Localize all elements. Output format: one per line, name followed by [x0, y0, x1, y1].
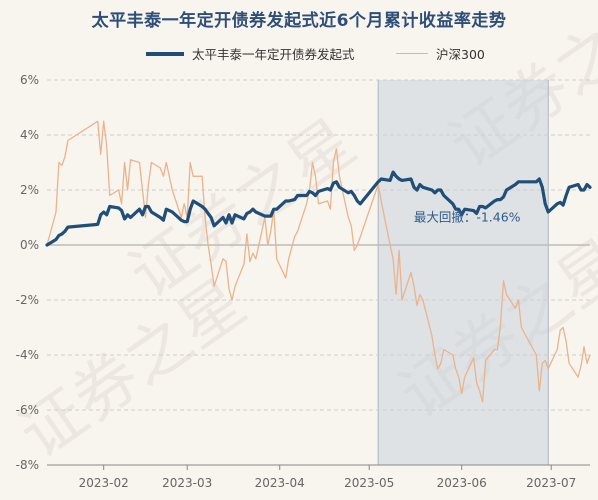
series-line-fund	[45, 170, 592, 247]
grid-lines	[47, 79, 590, 466]
legend-item-fund: 太平丰泰一年定开债券发起式	[146, 44, 355, 63]
watermark-text: 证券之星	[117, 106, 369, 313]
chart-title: 太平丰泰一年定开债券发起式近6个月累计收益率走势	[91, 11, 507, 31]
x-tick-label: 2023-02	[79, 476, 129, 490]
x-tick-label: 2023-05	[344, 476, 394, 490]
y-axis-ticks: 6% 4% 2% 0% -2% -4% -6% -8%	[16, 73, 39, 472]
legend-swatch-csi300	[396, 53, 428, 54]
y-tick-label: -4%	[16, 348, 39, 362]
x-tick-label: 2023-04	[255, 476, 305, 490]
legend: 太平丰泰一年定开债券发起式 沪深300	[0, 44, 598, 64]
annotation-layer: 最大回撤：-1.46%	[414, 210, 521, 225]
legend-label-fund: 太平丰泰一年定开债券发起式	[192, 47, 355, 62]
y-tick-label: -2%	[16, 293, 39, 307]
y-tick-label: 0%	[20, 238, 39, 252]
y-tick-label: 4%	[20, 128, 39, 142]
y-tick-label: 6%	[20, 73, 39, 87]
watermark-text: 证券之星	[7, 266, 259, 473]
x-tick-label: 2023-03	[162, 476, 212, 490]
x-tick-label: 2023-07	[526, 476, 576, 490]
legend-swatch-fund	[146, 51, 184, 56]
y-tick-label: -8%	[16, 458, 39, 472]
legend-label-csi300: 沪深300	[436, 47, 485, 62]
legend-item-csi300: 沪深300	[396, 44, 485, 63]
x-tick-label: 2023-06	[437, 476, 487, 490]
drawdown-shade	[378, 80, 549, 465]
drawdown-region	[377, 80, 549, 465]
series-lines	[45, 120, 592, 403]
max-drawdown-label: 最大回撤：-1.46%	[414, 210, 521, 225]
series-line-csi300	[46, 120, 591, 403]
x-axis-ticks: 2023-02 2023-03 2023-04 2023-05 2023-06 2023-…	[47, 464, 590, 490]
y-tick-label: 2%	[20, 183, 39, 197]
y-tick-label: -6%	[16, 403, 39, 417]
